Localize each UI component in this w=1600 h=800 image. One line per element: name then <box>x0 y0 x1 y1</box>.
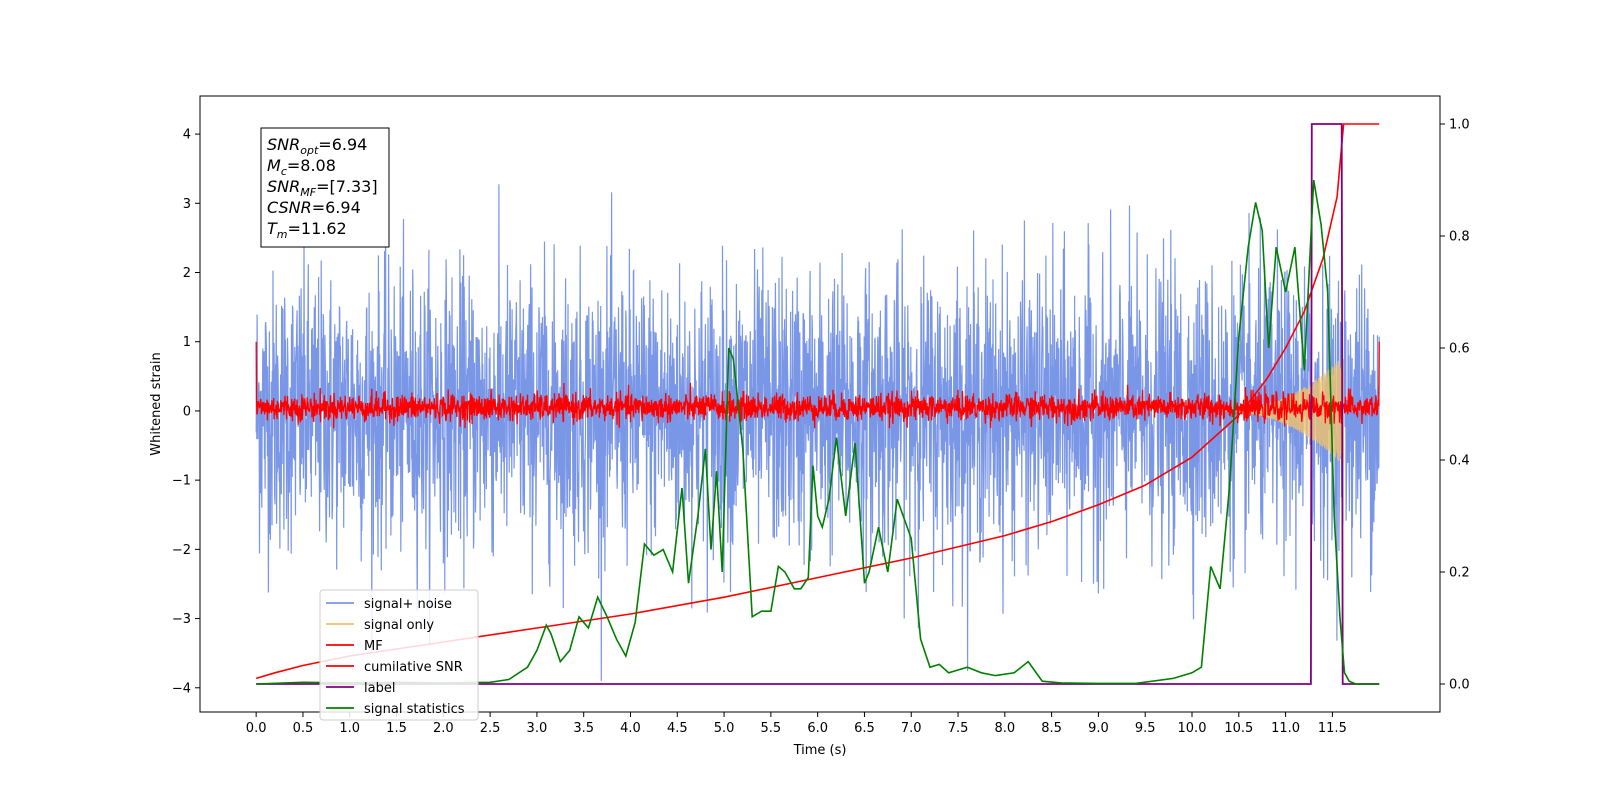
x-tick-label: 9.0 <box>1088 721 1109 736</box>
y-tick-label: −4 <box>172 681 191 696</box>
right-tick-label: 0.6 <box>1449 342 1470 357</box>
x-axis-ticks: 0.0 0.5 1.0 1.5 2.0 2.5 3.0 3.5 4.0 4.5 5.0 5.5 6.0 6… <box>246 712 1347 736</box>
x-tick-label: 6.0 <box>807 721 828 736</box>
x-tick-label: 4.0 <box>620 721 641 736</box>
x-tick-label: 2.0 <box>433 721 454 736</box>
x-tick-label: 10.0 <box>1178 721 1207 736</box>
plot-frame <box>199 95 1441 713</box>
x-tick-label: 4.5 <box>667 721 688 736</box>
right-tick-label: 0.4 <box>1449 454 1470 469</box>
x-tick-label: 1.5 <box>386 721 407 736</box>
x-tick-label: 11.0 <box>1271 721 1300 736</box>
legend-frame <box>319 589 479 721</box>
legend-label: signal+ noise <box>364 597 452 612</box>
right-tick-label: 0.0 <box>1449 678 1470 693</box>
right-axis-ticks: 1.0 0.8 0.6 0.4 0.2 0.0 <box>1440 118 1470 693</box>
y-tick-label: −2 <box>172 543 191 558</box>
legend-label: cumilative SNR <box>364 660 463 675</box>
x-tick-label: 8.5 <box>1041 721 1062 736</box>
x-tick-label: 9.5 <box>1135 721 1156 736</box>
series-mf-line <box>255 341 1380 429</box>
y-tick-label: −1 <box>172 474 191 489</box>
legend-label: MF <box>364 639 383 654</box>
x-tick-label: 1.0 <box>339 721 360 736</box>
right-tick-label: 1.0 <box>1449 118 1470 133</box>
y-tick-label: 3 <box>183 197 191 212</box>
x-tick-label: 7.0 <box>901 721 922 736</box>
y-tick-label: 4 <box>183 128 191 143</box>
y-tick-label: 0 <box>183 404 191 419</box>
x-tick-label: 10.5 <box>1224 721 1253 736</box>
x-tick-label: 8.0 <box>994 721 1015 736</box>
annotation-frame <box>260 127 390 248</box>
annotation-line: Tm=11.62 <box>267 219 347 241</box>
x-tick-label: 5.5 <box>761 721 782 736</box>
x-tick-label: 0.5 <box>293 721 314 736</box>
series-signal-noise-line <box>255 184 1380 681</box>
x-tick-label: 6.5 <box>854 721 875 736</box>
x-tick-label: 5.0 <box>714 721 735 736</box>
right-tick-label: 0.8 <box>1449 230 1470 245</box>
right-tick-label: 0.2 <box>1449 566 1470 581</box>
legend: signal+ noise signal only MF cumilative SNR… <box>319 589 479 721</box>
y-tick-label: 2 <box>183 266 191 281</box>
y-tick-label: −3 <box>172 612 191 627</box>
x-tick-label: 3.5 <box>573 721 594 736</box>
y-tick-label: 1 <box>183 335 191 350</box>
series-signal-statistics-line <box>256 179 1380 685</box>
x-tick-label: 3.0 <box>527 721 548 736</box>
legend-label: signal only <box>364 618 434 633</box>
legend-label: signal statistics <box>364 702 465 717</box>
x-tick-label: 11.5 <box>1318 721 1347 736</box>
annotation-line: SNRopt=6.94 <box>267 135 367 157</box>
annotation-line: SNRMF=[7.33] <box>267 177 378 199</box>
x-axis-label: Time (s) <box>793 743 847 758</box>
y-axis-ticks: 4 3 2 1 0 −1 −2 −3 −4 <box>172 128 200 696</box>
x-tick-label: 2.5 <box>480 721 501 736</box>
legend-label: label <box>364 681 395 696</box>
annotation-line: CSNR=6.94 <box>267 198 361 217</box>
x-tick-label: 0.0 <box>246 721 267 736</box>
annotation-line: Mc=8.08 <box>267 156 336 178</box>
y-axis-label: Whitened strain <box>149 352 164 455</box>
x-tick-label: 7.5 <box>948 721 969 736</box>
